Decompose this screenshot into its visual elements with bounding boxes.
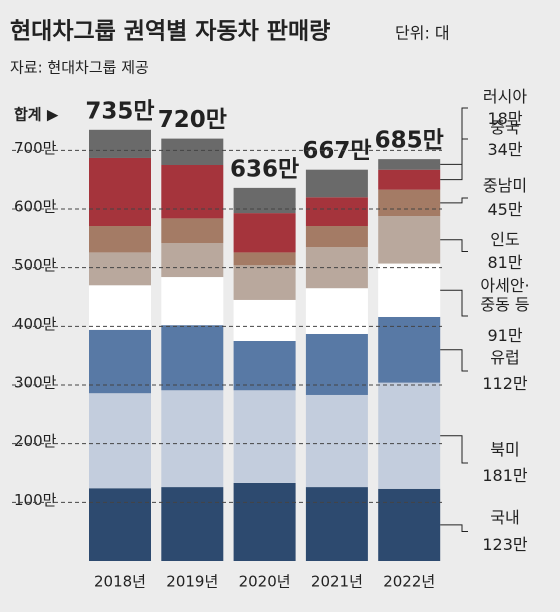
chart-title: 현대차그룹 권역별 자동차 판매량 [10,19,330,45]
bar-segment [161,165,224,219]
leader-line [440,435,468,464]
total-caption: 합계 ▶ [14,106,59,124]
legend-value: 81만 [487,253,523,272]
x-tick-label: 2018년 [94,573,146,591]
bar-segment [305,288,368,334]
bar-segment [233,390,296,483]
bar-segment [233,299,296,341]
total-label: 685만 [375,128,444,154]
y-tick-label: 600만 [14,198,57,216]
legend-value: 112만 [482,374,528,393]
leader-line [440,349,468,372]
source: 자료: 현대차그룹 제공 [10,59,149,77]
bar-segment [378,488,441,561]
legend-name: 러시아 [482,87,528,106]
legend-value: 18만 [487,109,523,128]
bar-segment [89,226,151,253]
leader-line [440,197,468,204]
bar-segment [305,487,368,561]
bar-segment [89,488,151,561]
bar-segment [378,216,441,264]
bar-segment [233,341,296,391]
legend-name: 중국 [490,118,520,137]
x-tick-label: 2020년 [239,573,291,591]
bar-segment [305,394,368,488]
total-label: 636만 [230,156,299,182]
leader-line [440,239,468,252]
y-tick-label: 200만 [14,432,57,450]
unit-note: 단위: 대 [395,24,450,43]
bar-segment [89,285,151,330]
bar-segment [161,218,224,244]
y-tick-label: 700만 [14,139,57,157]
bar-segment [305,226,368,248]
bar-segment [89,129,151,158]
bar-segment [161,243,224,278]
leader-line [440,107,468,165]
bar-segment [305,197,368,227]
bar-segment [378,169,441,190]
legend-name: 인도 [490,230,520,249]
legend-value: 123만 [482,535,528,554]
bar-segment [161,138,224,165]
leader-line [440,289,468,317]
x-tick-label: 2022년 [383,573,435,591]
bar-segment [161,325,224,391]
bar-segment [233,265,296,300]
bar-segment [161,487,224,561]
bar-segment [161,390,224,488]
bar-segment [89,393,151,489]
bar-segment [305,333,368,395]
total-label: 720만 [158,107,227,133]
y-tick-label: 500만 [14,256,57,274]
legend-name: 국내 [490,508,520,527]
y-tick-label: 300만 [14,374,57,392]
legend-value: 181만 [482,466,528,485]
x-tick-label: 2021년 [311,573,363,591]
total-label: 667만 [302,138,371,164]
bar-segment [161,277,224,326]
y-tick-label: 400만 [14,315,57,333]
legend-value: 91만 [487,326,523,345]
bar-segment [233,482,296,561]
bar-segment [378,159,441,170]
legend-name: 아세안· 중동 등 [480,276,530,314]
bar-segment [89,329,151,394]
bar-segment [89,252,151,286]
bar-segment [89,157,151,227]
y-tick-label: 100만 [14,491,57,509]
legend-value: 34만 [487,140,523,159]
bar-segment [378,189,441,217]
bar-segment [378,382,441,489]
bar-segment [378,263,441,317]
legend-value: 45만 [487,200,523,219]
bar-segment [305,169,368,198]
bar-segment [233,213,296,253]
legend-name: 중남미 [482,176,528,195]
leader-line [440,524,468,532]
legend-name: 유럽 [490,348,520,367]
x-tick-label: 2019년 [166,573,218,591]
total-label: 735만 [85,98,154,124]
legend-name: 북미 [490,440,520,459]
bar-segment [378,316,441,383]
bar-segment [233,252,296,266]
